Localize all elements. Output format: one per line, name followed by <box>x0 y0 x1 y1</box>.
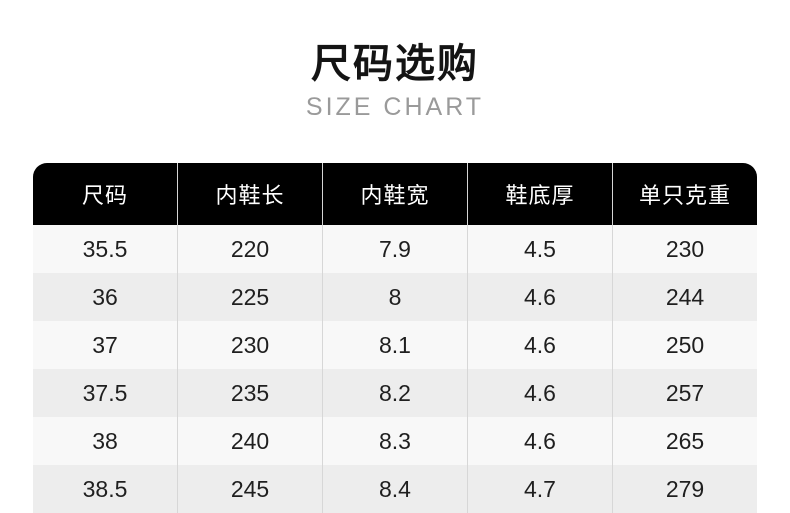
cell-inner-width: 8.4 <box>322 465 467 513</box>
cell-size: 38.5 <box>82 475 128 502</box>
table-row: 38.5 245 8.4 4.7 279 <box>33 465 757 513</box>
cell-inner-width: 8 <box>322 273 467 321</box>
table-row: 36 225 8 4.6 244 <box>33 273 757 321</box>
cell-size: 35.5 <box>82 235 128 262</box>
cell-size: 36 <box>92 283 118 310</box>
cell-inner-length: 225 <box>177 273 322 321</box>
size-chart-table: 尺码 内鞋长 内鞋宽 鞋底厚 单只克重 35.5 220 7.9 4.5 230… <box>33 163 757 513</box>
cell-sole-thickness: 4.6 <box>467 273 612 321</box>
cell-inner-width: 8.2 <box>322 369 467 417</box>
table-row: 38 240 8.3 4.6 265 <box>33 417 757 465</box>
cell-weight: 250 <box>612 321 757 369</box>
cell-weight: 244 <box>612 273 757 321</box>
cell-weight: 230 <box>612 225 757 273</box>
cell-inner-length: 245 <box>177 465 322 513</box>
cell-size: 37 <box>92 331 118 358</box>
cell-sole-thickness: 4.6 <box>467 417 612 465</box>
cell-inner-length: 235 <box>177 369 322 417</box>
page-title: 尺码选购 <box>311 42 479 86</box>
table-row: 37.5 235 8.2 4.6 257 <box>33 369 757 417</box>
column-header-weight: 单只克重 <box>612 163 757 225</box>
cell-inner-length: 220 <box>177 225 322 273</box>
column-header-sole-thickness: 鞋底厚 <box>467 163 612 225</box>
cell-sole-thickness: 4.5 <box>467 225 612 273</box>
cell-sole-thickness: 4.7 <box>467 465 612 513</box>
cell-weight: 257 <box>612 369 757 417</box>
cell-inner-width: 8.1 <box>322 321 467 369</box>
cell-weight: 265 <box>612 417 757 465</box>
page-subtitle: SIZE CHART <box>305 93 485 121</box>
cell-inner-length: 240 <box>177 417 322 465</box>
column-header-inner-width: 内鞋宽 <box>322 163 467 225</box>
cell-inner-length: 230 <box>177 321 322 369</box>
cell-size: 37.5 <box>82 379 128 406</box>
cell-sole-thickness: 4.6 <box>467 321 612 369</box>
cell-sole-thickness: 4.6 <box>467 369 612 417</box>
column-header-inner-length: 内鞋长 <box>177 163 322 225</box>
column-header-size: 尺码 <box>81 183 128 208</box>
table-row: 35.5 220 7.9 4.5 230 <box>33 225 757 273</box>
table-body: 35.5 220 7.9 4.5 230 36 225 8 4.6 244 37… <box>33 225 757 513</box>
table-row: 37 230 8.1 4.6 250 <box>33 321 757 369</box>
cell-inner-width: 8.3 <box>322 417 467 465</box>
page-header: 尺码选购 SIZE CHART <box>0 0 790 120</box>
table-header-row: 尺码 内鞋长 内鞋宽 鞋底厚 单只克重 <box>33 163 757 225</box>
cell-size: 38 <box>92 427 118 454</box>
cell-weight: 279 <box>612 465 757 513</box>
cell-inner-width: 7.9 <box>322 225 467 273</box>
